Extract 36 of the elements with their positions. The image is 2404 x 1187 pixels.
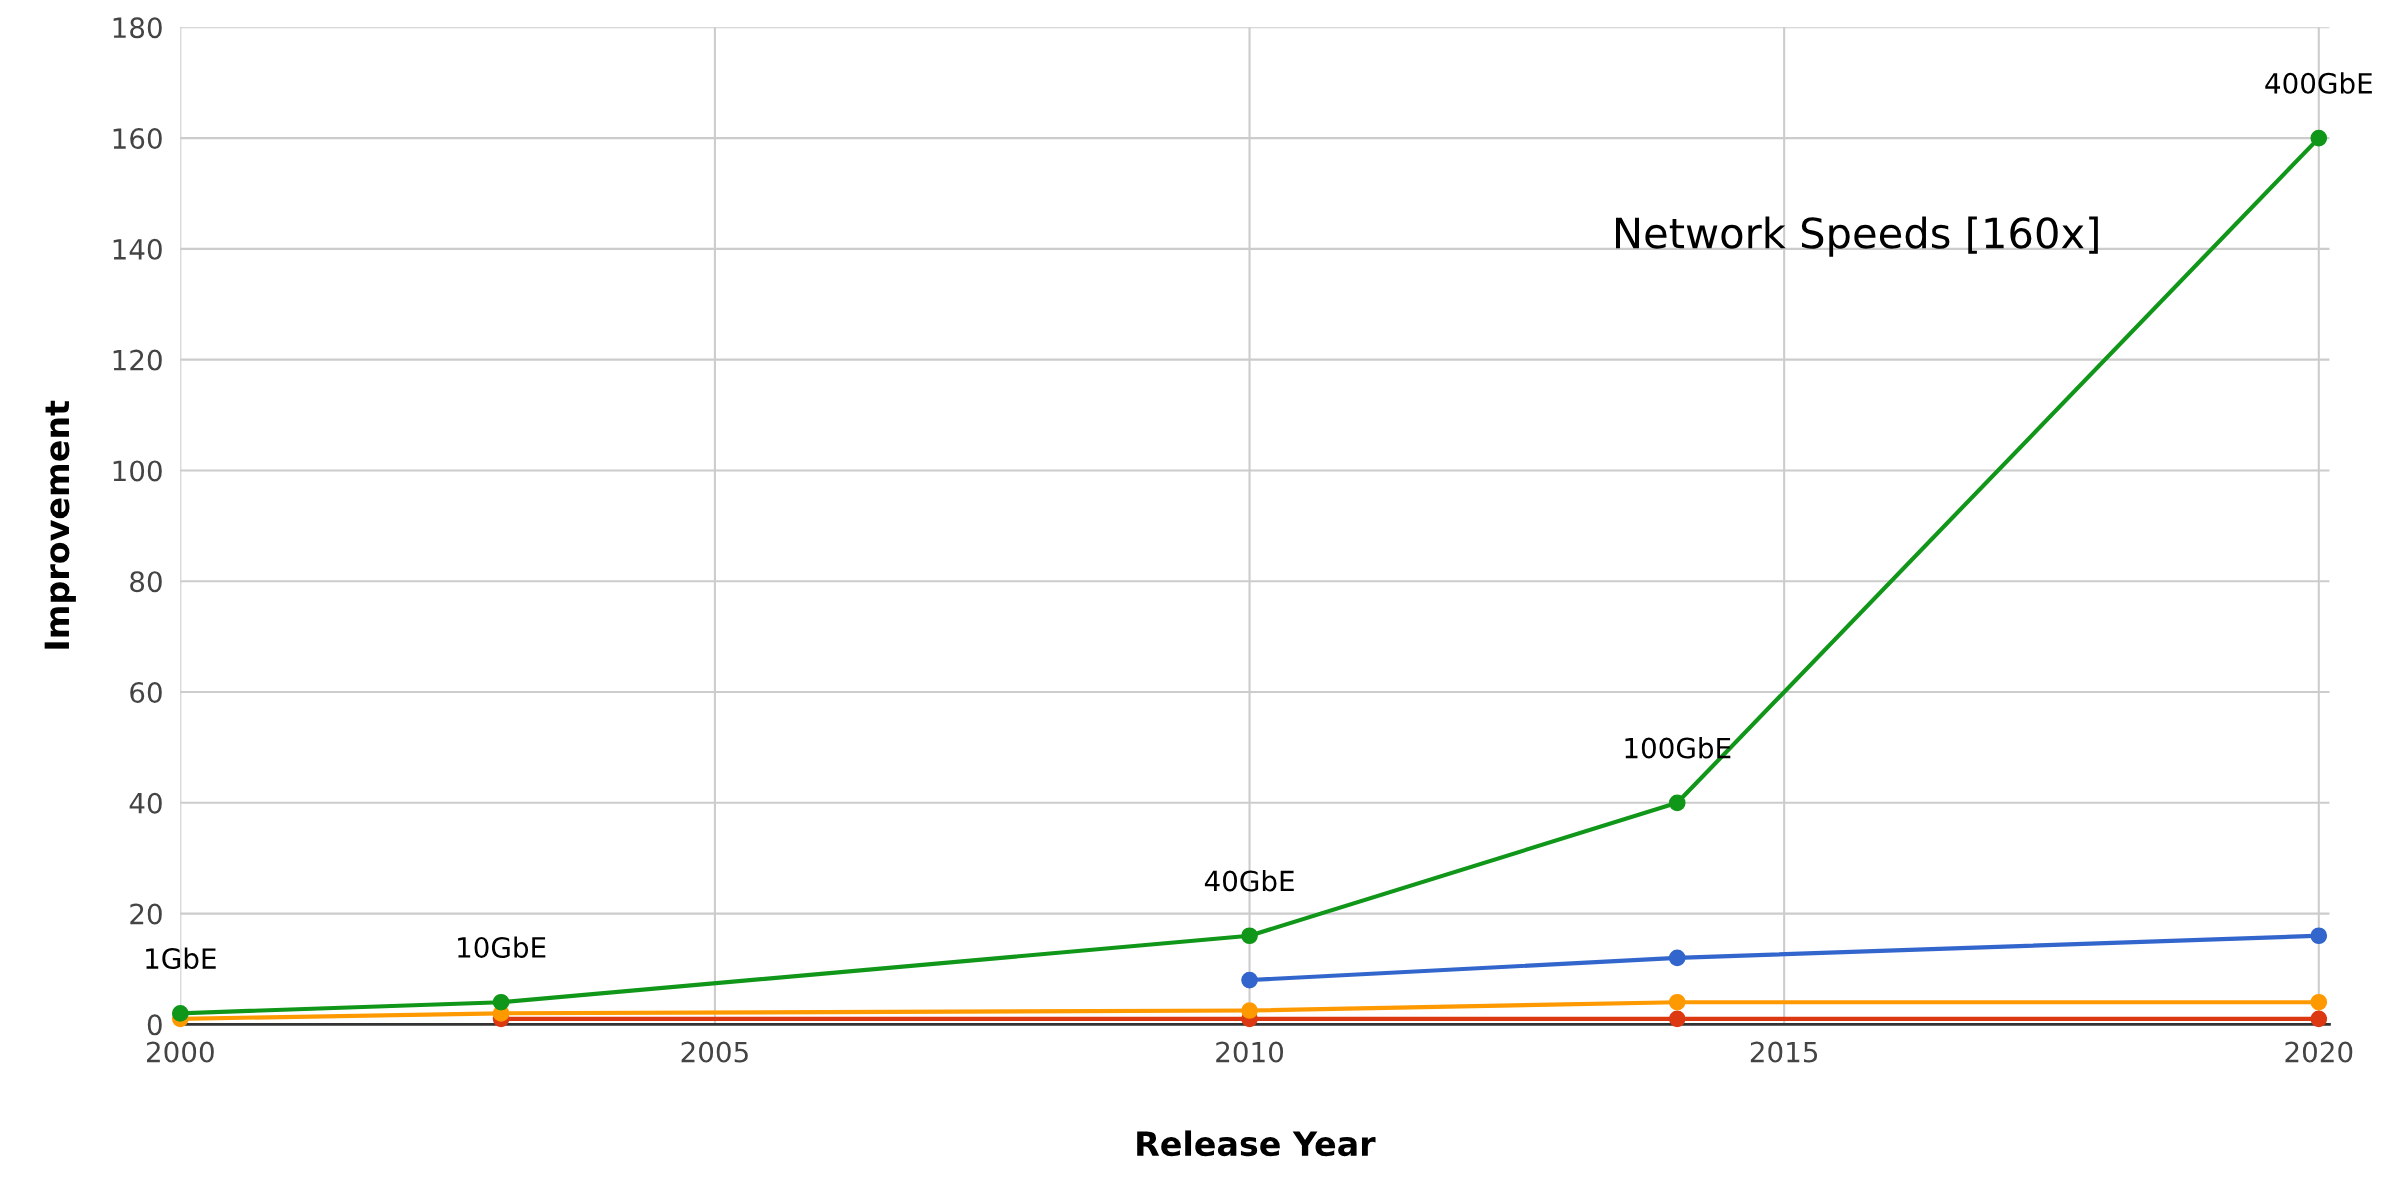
point: [1241, 971, 1258, 989]
x-tick-label: 2015: [1750, 1041, 1818, 1063]
y-tick-label: 80: [130, 571, 162, 593]
annotation: Network Speeds [160x]: [1616, 216, 2098, 257]
y-axis-title: Improvement: [44, 400, 76, 649]
point: [1668, 1010, 1686, 1028]
x-tick-label: 2010: [1216, 1041, 1284, 1063]
point: [2310, 1010, 2328, 1028]
annotation: 10GbE: [458, 936, 546, 958]
y-tick-label: 180: [113, 17, 162, 39]
y-tick-label: 40: [129, 792, 162, 814]
annotation: 40GbE: [1204, 869, 1294, 892]
y-tick-label: 20: [130, 903, 162, 925]
point: [171, 1004, 189, 1022]
y-tick-label: 120: [113, 349, 162, 371]
point: [1241, 1002, 1258, 1019]
point: [2310, 129, 2328, 147]
x-axis-title: Release Year: [1137, 1130, 1376, 1157]
point: [1668, 794, 1686, 812]
annotation: 400GbE: [2265, 72, 2372, 94]
x-tick-label: 2005: [681, 1041, 748, 1063]
point: [1668, 949, 1686, 967]
point: [1241, 927, 1258, 945]
y-tick-label: 160: [113, 128, 162, 150]
point: [2310, 993, 2328, 1011]
annotation: 100GbE: [1625, 737, 1731, 759]
x-tick-label: 2020: [2285, 1041, 2353, 1063]
point: [1668, 993, 1686, 1011]
y-tick-label: 140: [113, 238, 162, 260]
x-tick-label: 2000: [146, 1041, 214, 1063]
point: [2310, 927, 2328, 945]
y-tick-label: 60: [130, 681, 162, 703]
point: [492, 993, 510, 1011]
y-tick-label: 0: [147, 1014, 162, 1036]
y-tick-label: 100: [113, 460, 162, 482]
annotation: 1GbE: [146, 947, 216, 970]
